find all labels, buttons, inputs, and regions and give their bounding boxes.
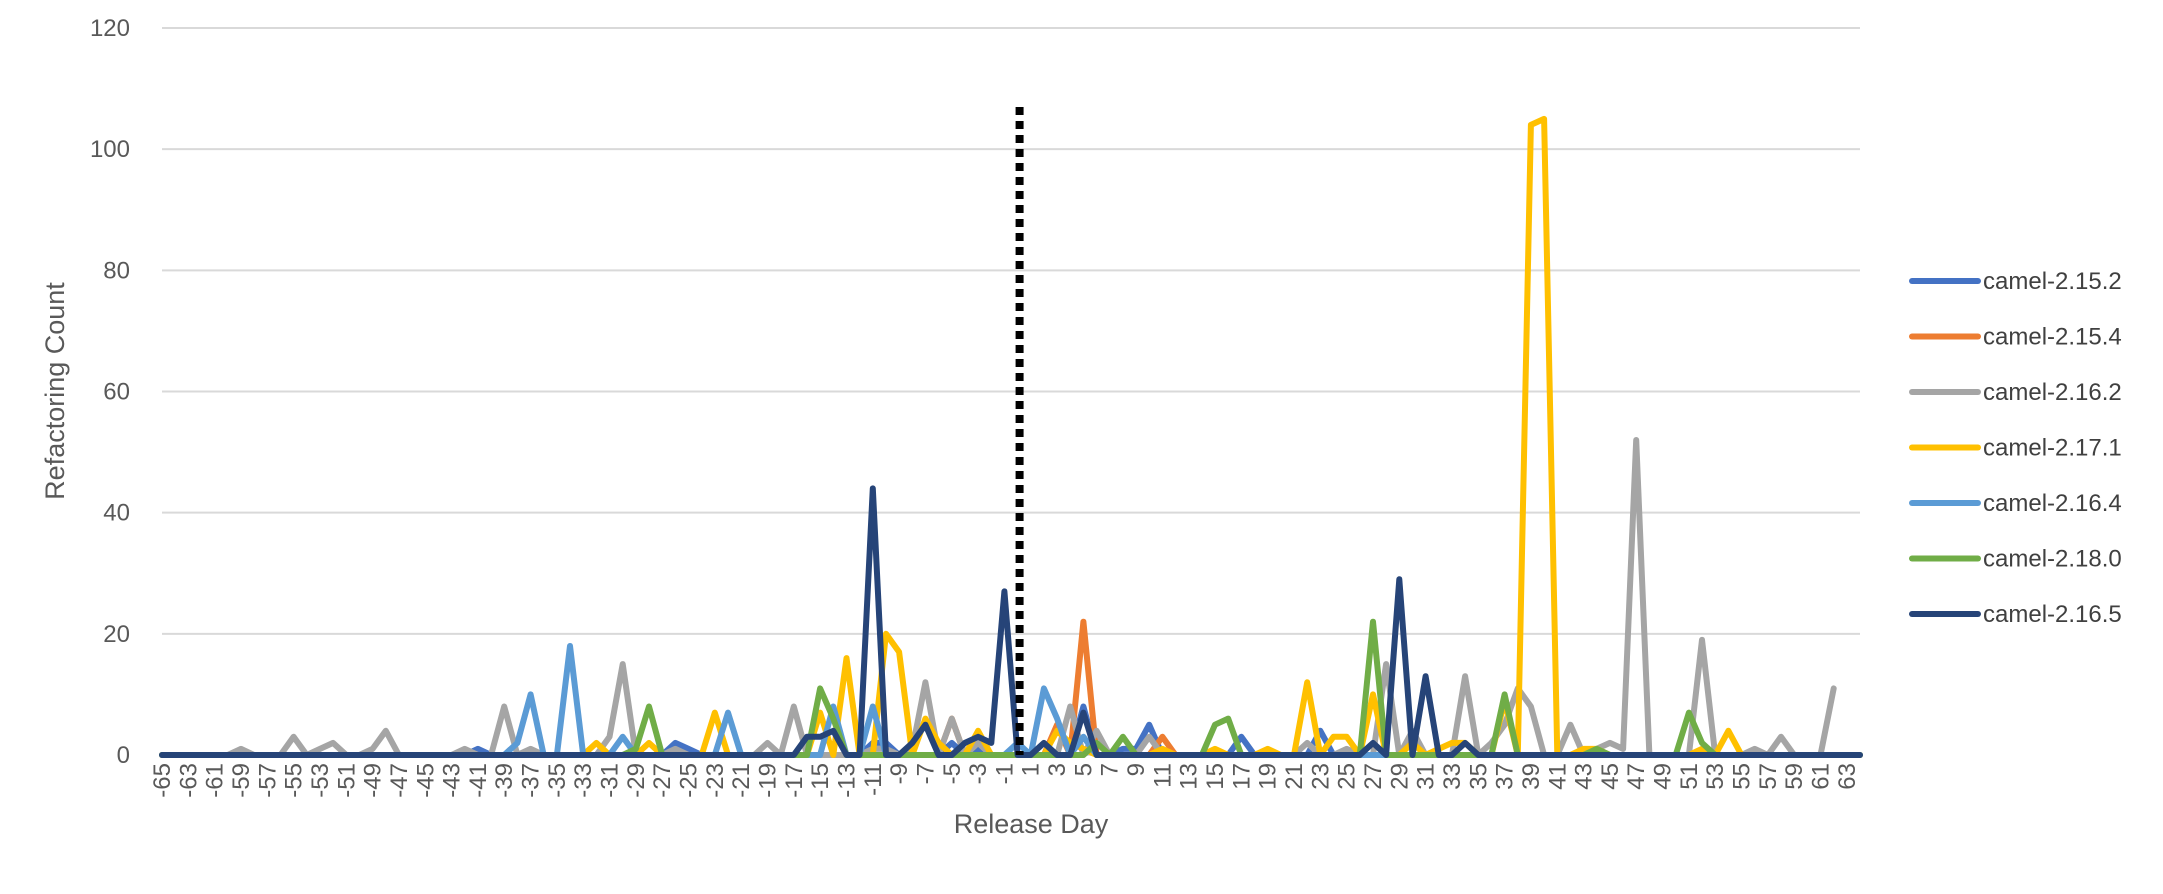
- x-tick-label: -63: [175, 763, 202, 798]
- x-tick-label: 1: [1018, 763, 1045, 776]
- x-tick-label: -45: [412, 763, 439, 798]
- x-tick-label: -1: [991, 763, 1018, 784]
- x-tick-label: -19: [754, 763, 781, 798]
- x-tick-label: -51: [333, 763, 360, 798]
- x-tick-label: -31: [597, 763, 624, 798]
- legend-label: camel-2.18.0: [1983, 546, 2122, 573]
- legend-label: camel-2.16.5: [1983, 601, 2122, 628]
- x-tick-label: -57: [254, 763, 281, 798]
- x-tick-label: 19: [1255, 763, 1282, 790]
- x-tick-label: 15: [1202, 763, 1229, 790]
- legend-label: camel-2.16.4: [1983, 490, 2122, 517]
- x-tick-label: 5: [1070, 763, 1097, 776]
- gridlines: [162, 27, 1860, 756]
- x-tick-label: 9: [1123, 763, 1150, 776]
- x-tick-label: -17: [781, 763, 808, 798]
- x-tick-label: -7: [912, 763, 939, 784]
- x-tick-label: 57: [1755, 763, 1782, 790]
- x-tick-label: 41: [1544, 763, 1571, 790]
- x-tick-label: -61: [202, 763, 229, 798]
- x-tick-label: 21: [1281, 763, 1308, 790]
- x-tick-label: -35: [544, 763, 571, 798]
- y-tick-label: 20: [103, 621, 130, 648]
- x-tick-label: 59: [1781, 763, 1808, 790]
- y-tick-label: 0: [117, 742, 130, 769]
- x-tick-label: 3: [1044, 763, 1071, 776]
- x-tick-label: -23: [702, 763, 729, 798]
- x-tick-label: -9: [886, 763, 913, 784]
- x-tick-label: -25: [676, 763, 703, 798]
- x-tick-label: 55: [1729, 763, 1756, 790]
- x-tick-label: -47: [386, 763, 413, 798]
- x-tick-label: -11: [860, 763, 887, 796]
- y-tick-label: 40: [103, 500, 130, 527]
- x-tick-label: 29: [1386, 763, 1413, 790]
- x-tick-label: -13: [833, 763, 860, 798]
- x-tick-label: 53: [1702, 763, 1729, 790]
- x-tick-label: 7: [1097, 763, 1124, 776]
- x-tick-label: -29: [623, 763, 650, 798]
- x-tick-label: 13: [1176, 763, 1203, 790]
- x-tick-label: 11: [1149, 763, 1176, 788]
- x-tick-label: -27: [649, 763, 676, 798]
- x-tick-label: -15: [807, 763, 834, 798]
- x-tick-label: 23: [1307, 763, 1334, 790]
- y-tick-label: 80: [103, 257, 130, 284]
- x-axis-title: Release Day: [954, 809, 1109, 839]
- legend-label: camel-2.17.1: [1983, 435, 2122, 462]
- x-tick-label: 61: [1808, 763, 1835, 790]
- y-axis-ticks: 0 20 40 60 80 100 120: [90, 15, 130, 769]
- x-tick-label: -3: [965, 763, 992, 784]
- x-tick-label: -49: [360, 763, 387, 798]
- x-tick-label: 45: [1597, 763, 1624, 790]
- y-tick-label: 60: [103, 379, 130, 406]
- x-tick-label: 37: [1492, 763, 1519, 790]
- legend-label: camel-2.15.4: [1983, 324, 2122, 351]
- x-tick-label: 49: [1650, 763, 1677, 790]
- x-tick-label: 27: [1360, 763, 1387, 790]
- x-tick-label: -55: [281, 763, 308, 798]
- series-line-camel-2.16.5: [159, 485, 1863, 758]
- x-tick-label: -43: [439, 763, 466, 798]
- y-tick-label: 120: [90, 15, 130, 42]
- x-tick-label: 31: [1413, 763, 1440, 790]
- x-tick-label: 43: [1571, 763, 1598, 790]
- x-tick-label: -5: [939, 763, 966, 784]
- x-tick-label: -39: [491, 763, 518, 798]
- legend: camel-2.15.2 camel-2.15.4 camel-2.16.2 came…: [1909, 268, 2122, 628]
- x-tick-label: 63: [1834, 763, 1861, 790]
- x-tick-label: 33: [1439, 763, 1466, 790]
- legend-label: camel-2.16.2: [1983, 379, 2122, 406]
- y-tick-label: 100: [90, 136, 130, 163]
- x-tick-label: 39: [1518, 763, 1545, 790]
- x-tick-label: 47: [1623, 763, 1650, 790]
- x-tick-label: 25: [1334, 763, 1361, 790]
- x-tick-label: 51: [1676, 763, 1703, 790]
- x-tick-label: 17: [1228, 763, 1255, 790]
- x-tick-label: -53: [307, 763, 334, 798]
- x-tick-label: -59: [228, 763, 255, 798]
- series-lines: [159, 115, 1863, 758]
- x-tick-label: -65: [149, 763, 176, 798]
- x-tick-label: 35: [1465, 763, 1492, 790]
- x-axis-ticks: -65 -63 -61 -59 -57 -55 -53 -51 -49 -47 -45 -43 -41-…: [149, 763, 1861, 798]
- series-line-camel-2.16.2: [159, 437, 1837, 758]
- x-tick-label: -33: [570, 763, 597, 798]
- x-tick-label: -41: [465, 763, 492, 798]
- y-axis-title: Refactoring Count: [40, 282, 70, 500]
- x-tick-label: -37: [518, 763, 545, 798]
- x-tick-label: -21: [728, 763, 755, 798]
- legend-label: camel-2.15.2: [1983, 268, 2122, 295]
